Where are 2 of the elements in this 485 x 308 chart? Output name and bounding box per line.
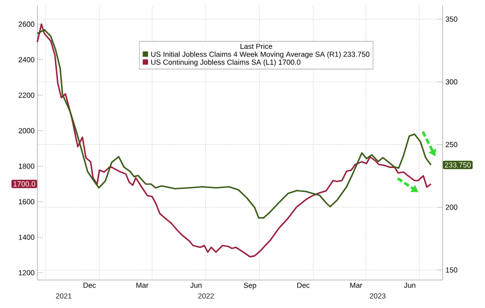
line-series (36, 23, 432, 258)
line-series (36, 29, 432, 219)
